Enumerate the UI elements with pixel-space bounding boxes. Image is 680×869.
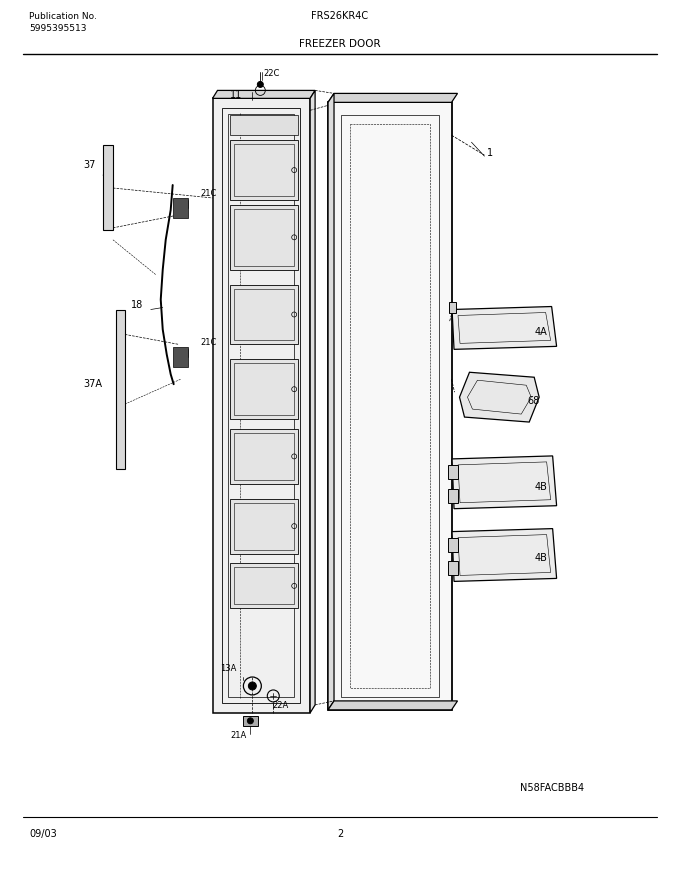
Polygon shape [231, 499, 298, 554]
Text: 5995395513: 5995395513 [29, 23, 87, 33]
Text: 18: 18 [131, 300, 143, 309]
Polygon shape [460, 372, 539, 422]
Text: 21A: 21A [231, 731, 247, 740]
Polygon shape [448, 465, 458, 479]
Text: 09/03: 09/03 [29, 829, 57, 839]
Text: 4A: 4A [534, 328, 547, 337]
Polygon shape [328, 93, 334, 710]
Polygon shape [231, 359, 298, 419]
Polygon shape [231, 116, 298, 136]
Polygon shape [328, 93, 458, 103]
Text: N58FACBBB4: N58FACBBB4 [520, 782, 584, 793]
Polygon shape [173, 348, 188, 368]
Text: 37: 37 [83, 160, 95, 170]
Text: 21C: 21C [201, 338, 217, 348]
Text: 4B: 4B [534, 554, 547, 563]
Polygon shape [231, 140, 298, 200]
Polygon shape [449, 302, 456, 313]
Polygon shape [231, 285, 298, 344]
Text: FREEZER DOOR: FREEZER DOOR [299, 38, 381, 49]
Polygon shape [448, 561, 458, 575]
Polygon shape [231, 563, 298, 608]
Polygon shape [116, 309, 125, 469]
Polygon shape [103, 145, 113, 229]
Text: 11: 11 [231, 90, 243, 101]
Text: 2: 2 [337, 829, 343, 839]
Polygon shape [452, 456, 557, 508]
Text: 1: 1 [488, 148, 494, 158]
Polygon shape [452, 307, 557, 349]
Polygon shape [243, 716, 258, 726]
Polygon shape [213, 98, 310, 713]
Text: 68: 68 [527, 396, 539, 406]
Text: Publication No.: Publication No. [29, 11, 97, 21]
Text: 22A: 22A [272, 701, 288, 710]
Polygon shape [173, 198, 188, 218]
Text: FRS26KR4C: FRS26KR4C [311, 10, 369, 21]
Polygon shape [328, 103, 452, 710]
Polygon shape [452, 528, 557, 581]
Text: 13A: 13A [220, 664, 237, 673]
Polygon shape [448, 538, 458, 552]
Polygon shape [213, 90, 315, 98]
Circle shape [257, 82, 263, 88]
Text: 37A: 37A [83, 379, 102, 389]
Polygon shape [328, 701, 458, 710]
Circle shape [248, 718, 254, 724]
Circle shape [248, 682, 256, 690]
Polygon shape [310, 90, 315, 713]
Polygon shape [231, 429, 298, 484]
Text: 4B: 4B [534, 481, 547, 492]
Text: 21C: 21C [201, 189, 217, 198]
Polygon shape [448, 488, 458, 503]
Polygon shape [231, 205, 298, 269]
Text: 22C: 22C [263, 70, 279, 78]
